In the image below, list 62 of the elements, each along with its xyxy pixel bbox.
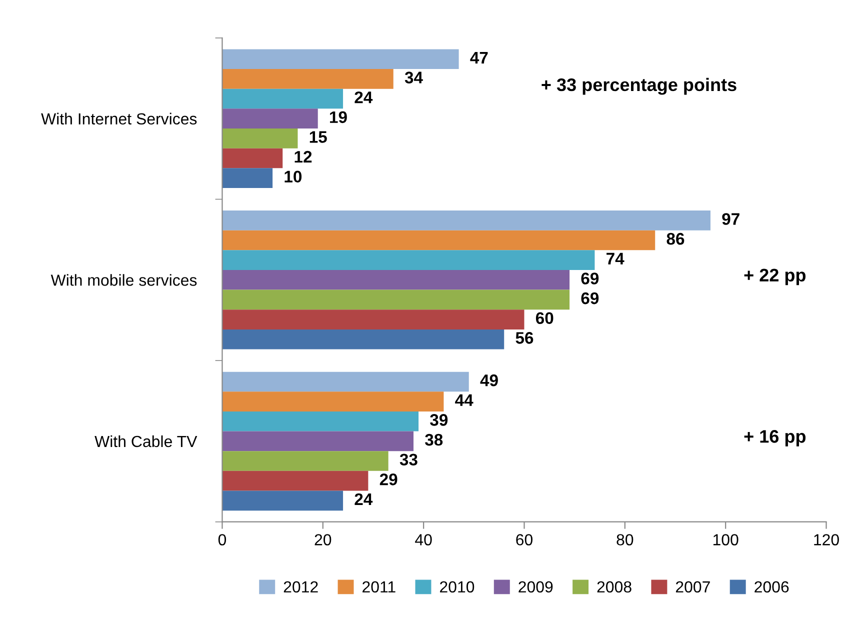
annotation: + 16 pp	[744, 430, 806, 446]
legend-label: 2012	[284, 581, 318, 593]
data-label: 10	[284, 170, 302, 183]
data-label: 34	[404, 72, 423, 84]
y-tick-label: With mobile services	[50, 274, 197, 286]
legend-label: 2009	[518, 581, 553, 593]
data-label: 69	[581, 272, 599, 284]
bar	[222, 392, 444, 412]
bar	[222, 310, 524, 330]
data-label: 74	[606, 252, 624, 264]
bar	[222, 411, 419, 432]
data-label: 69	[581, 292, 599, 304]
data-label: 97	[722, 213, 740, 225]
bar	[222, 372, 469, 392]
data-label: 29	[380, 474, 398, 486]
legend-label: 2010	[440, 581, 474, 593]
bar	[222, 329, 504, 350]
data-label: 39	[430, 414, 448, 426]
data-label: 19	[330, 111, 347, 124]
bar	[222, 210, 710, 230]
bar	[222, 431, 414, 452]
legend-label: 2011	[362, 581, 396, 593]
data-label: 24	[354, 493, 373, 505]
data-label: 47	[470, 52, 488, 64]
x-tick-label: 20	[314, 534, 332, 546]
y-tick-label: With Cable TV	[94, 435, 198, 448]
data-label: 56	[516, 332, 534, 344]
data-label: 49	[480, 374, 498, 386]
data-label: 33	[400, 454, 418, 466]
bar	[222, 490, 344, 511]
bar	[222, 230, 656, 250]
legend-label: 2007	[676, 581, 710, 593]
x-tick-label: 100	[713, 534, 738, 546]
bar	[222, 108, 318, 129]
bar	[222, 451, 388, 471]
bar	[222, 148, 283, 168]
bar	[222, 470, 368, 491]
data-label: 38	[424, 434, 443, 446]
bar	[222, 69, 394, 89]
bar	[222, 250, 595, 270]
x-tick-label: 40	[415, 534, 432, 546]
data-label: 44	[455, 394, 474, 406]
y-tick-label: With Internet Services	[41, 112, 197, 125]
bar	[222, 128, 298, 148]
legend-label: 2008	[597, 581, 632, 593]
data-label: 60	[536, 312, 554, 324]
legend-label: 2006	[754, 581, 789, 593]
annotation: + 22 pp	[744, 268, 806, 286]
data-label: 15	[310, 131, 327, 143]
bar	[222, 290, 570, 310]
x-tick-label: 60	[516, 534, 532, 546]
data-label: 24	[354, 91, 373, 104]
data-label: 12	[294, 150, 312, 163]
annotation: + 33 percentage points	[542, 78, 736, 95]
x-tick-label: 80	[616, 534, 634, 546]
bar	[222, 88, 344, 109]
x-tick-label: 120	[814, 534, 839, 546]
bar	[222, 49, 459, 70]
bar	[222, 168, 273, 188]
x-tick-label: 0	[218, 534, 226, 546]
data-label: 86	[666, 232, 684, 245]
bar	[222, 270, 570, 290]
